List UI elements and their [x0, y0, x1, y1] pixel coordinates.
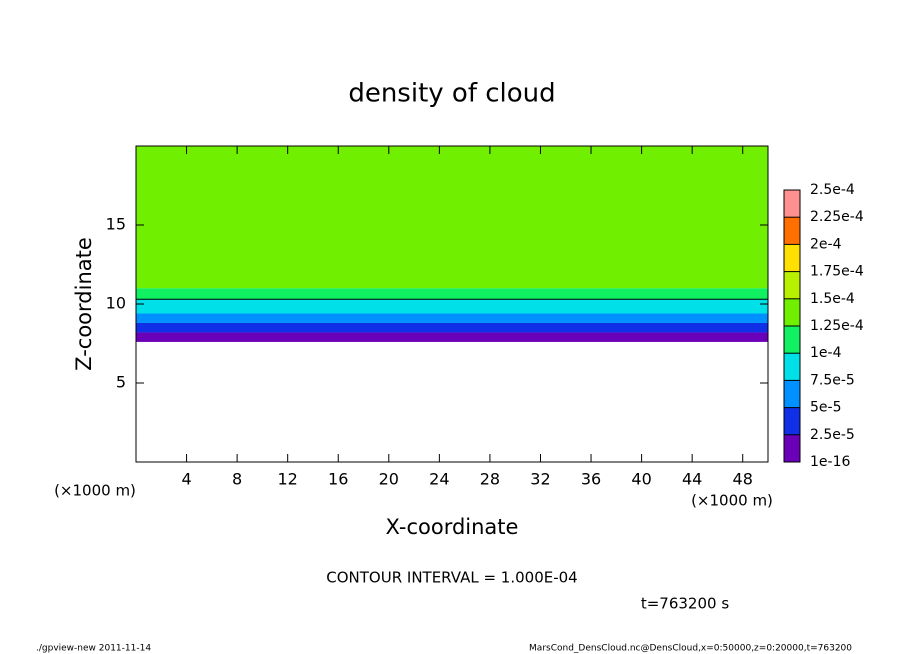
colorbar-band: [784, 434, 800, 462]
colorbar-label: 1e-16: [810, 454, 850, 470]
y-unit: (×1000 m): [54, 482, 136, 500]
x-tick-label: 20: [379, 470, 399, 489]
footer-left: ./gpview-new 2011-11-14: [36, 644, 151, 654]
colorbar-band: [784, 271, 800, 299]
colorbar-label: 5e-5: [810, 400, 841, 416]
chart-title: density of cloud: [348, 79, 555, 109]
x-tick-label: 8: [232, 470, 242, 489]
y-tick-label: 10: [106, 294, 126, 313]
x-unit: (×1000 m): [691, 492, 773, 510]
colorbar-label: 2.25e-4: [810, 209, 864, 225]
footer-right: MarsCond_DensCloud.nc@DensCloud,x=0:5000…: [529, 644, 852, 654]
colorbar-band: [784, 407, 800, 435]
x-tick-label: 16: [328, 470, 348, 489]
colorbar-label: 7.5e-5: [810, 372, 855, 388]
colorbar-label: 1.25e-4: [810, 318, 864, 334]
colorbar-label: 1.75e-4: [810, 264, 864, 280]
colorbar-label: 2e-4: [810, 236, 842, 252]
y-tick-label: 15: [106, 215, 126, 234]
colorbar-band: [784, 244, 800, 272]
colorbar-label: 1.5e-4: [810, 291, 855, 307]
time-label: t=763200 s: [641, 595, 729, 613]
y-tick-label: 5: [116, 373, 126, 392]
density-layer: [136, 313, 768, 323]
x-tick-label: 4: [181, 470, 191, 489]
colorbar-label: 1e-4: [810, 345, 842, 361]
x-axis-label: X-coordinate: [386, 515, 519, 539]
contour-note: CONTOUR INTERVAL = 1.000E-04: [326, 569, 577, 587]
x-tick-label: 32: [530, 470, 550, 489]
density-layer: [136, 146, 768, 289]
x-tick-label: 24: [429, 470, 449, 489]
x-tick-label: 28: [480, 470, 500, 489]
density-layer: [136, 332, 768, 342]
colorbar-band: [784, 380, 800, 408]
x-tick-label: 36: [581, 470, 601, 489]
colorbar-band: [784, 217, 800, 245]
x-tick-label: 48: [733, 470, 753, 489]
density-layer: [136, 322, 768, 333]
colorbar-band: [784, 190, 800, 218]
x-tick-label: 44: [682, 470, 702, 489]
colorbar-band: [784, 326, 800, 354]
x-tick-label: 12: [278, 470, 298, 489]
colorbar-label: 2.5e-4: [810, 182, 855, 198]
density-layer: [136, 288, 768, 300]
colorbar-band: [784, 353, 800, 381]
colorbar-label: 2.5e-5: [810, 427, 855, 443]
y-axis-label: Z-coordinate: [72, 237, 96, 371]
density-layer: [136, 299, 768, 314]
colorbar-band: [784, 298, 800, 326]
x-tick-label: 40: [631, 470, 651, 489]
